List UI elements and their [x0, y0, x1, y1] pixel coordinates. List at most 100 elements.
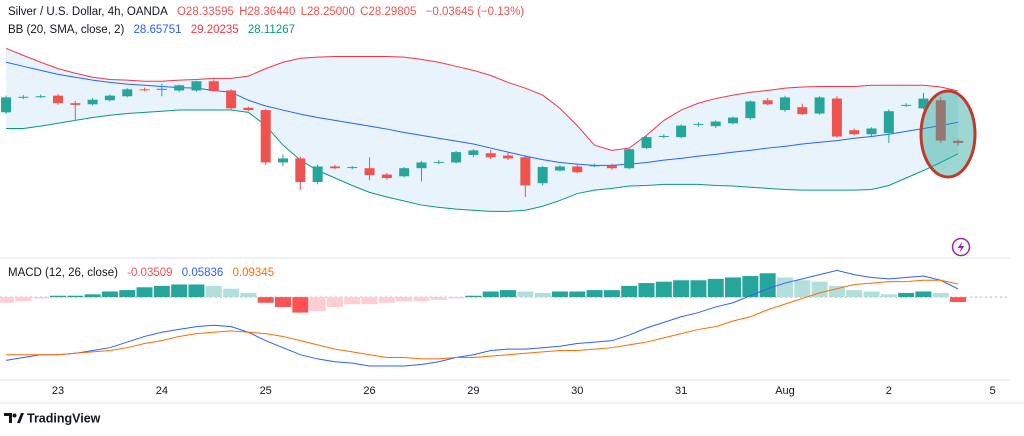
histogram-bar — [673, 280, 690, 298]
tradingview-logo[interactable]: TradingView — [4, 411, 101, 425]
histogram-bar — [84, 294, 101, 298]
icon-bolt[interactable] — [957, 241, 965, 253]
candle-body — [139, 89, 150, 91]
candle-body — [104, 95, 115, 101]
histogram-bar — [344, 297, 361, 305]
brand[interactable]: TradingView — [27, 411, 101, 425]
macd-line — [5, 269, 959, 367]
candle-body — [260, 110, 271, 163]
candle-body — [589, 165, 600, 167]
macd-value: 0.05836 — [181, 267, 224, 279]
histogram-bar — [586, 290, 603, 298]
x-tick-label: 5 — [990, 385, 996, 397]
histogram-bar — [378, 297, 395, 303]
candle-body — [35, 96, 46, 98]
candle-body — [278, 158, 289, 163]
x-tick-label: 30 — [571, 385, 583, 397]
candle-body — [347, 167, 358, 169]
histogram-bar — [742, 276, 759, 298]
candle-body — [122, 89, 133, 97]
macd-legend: MACD (12, 26, close) -0.03509 0.05836 0.… — [8, 267, 280, 279]
candle-body — [87, 99, 98, 105]
candle-body — [208, 81, 219, 92]
candle-body — [866, 128, 877, 135]
signal-line — [6, 279, 959, 360]
x-tick-label: Aug — [775, 385, 795, 397]
histogram-bar — [482, 291, 499, 298]
histogram-bar — [846, 290, 863, 298]
histogram-value: -0.03509 — [127, 267, 173, 279]
candle-body — [520, 157, 531, 186]
candle-body — [641, 137, 652, 149]
histogram-bar — [898, 292, 915, 298]
candle-body — [381, 174, 392, 178]
histogram-bar — [569, 291, 586, 298]
candle-body — [451, 152, 462, 163]
candle-body — [468, 150, 479, 155]
logo-dot[interactable] — [12, 413, 17, 418]
x-tick-label: 29 — [467, 385, 479, 397]
candle-body — [1, 97, 12, 113]
candle-body — [918, 98, 929, 109]
x-tick-label: 24 — [156, 385, 168, 397]
band-upper — [5, 47, 959, 151]
histogram-bar — [725, 277, 742, 298]
histogram-bar — [794, 280, 811, 298]
x-tick-label: 26 — [363, 385, 375, 397]
bb-lower-value: 28.11267 — [247, 24, 295, 36]
histogram-bar — [759, 273, 776, 298]
candle-body — [953, 140, 964, 143]
histogram-bar — [0, 297, 15, 303]
histogram-bar — [136, 287, 153, 298]
candle-body — [728, 117, 739, 124]
histogram-bar — [275, 297, 292, 307]
candle-body — [676, 125, 687, 138]
histogram-bar — [655, 281, 672, 298]
candle-body — [624, 149, 635, 169]
change: −0.03645 (−0.13%) — [425, 6, 525, 18]
candle-body — [779, 97, 790, 111]
histogram-bar — [465, 295, 482, 298]
candle-body — [762, 100, 773, 105]
candle-body — [537, 167, 548, 184]
histogram-bar — [205, 285, 222, 298]
candle-body — [329, 166, 340, 169]
histogram-bar — [326, 297, 343, 307]
band-middle — [5, 61, 959, 166]
candle-body — [606, 165, 617, 169]
candle-body — [70, 103, 81, 105]
bb-label: BB (20, SMA, close, 2) — [8, 24, 125, 36]
candle-body — [18, 96, 29, 98]
candle-body — [416, 162, 427, 169]
time-axis: 23 24 25 26 29 30 31 Aug 2 5 — [52, 385, 996, 397]
histogram-bar — [707, 278, 724, 298]
histogram-bar — [257, 297, 274, 303]
histogram-bar — [621, 285, 638, 298]
signal-value: 0.09345 — [232, 267, 275, 279]
symbol-title: Silver / U.S. Dollar, 4h, OANDA — [8, 6, 168, 18]
histogram-bar — [396, 297, 413, 302]
x-tick-label: 31 — [675, 385, 687, 397]
x-tick-label: 2 — [886, 385, 892, 397]
histogram-bar — [292, 297, 309, 313]
candle-body — [226, 90, 237, 109]
histogram-bar — [32, 297, 49, 299]
band-fill — [6, 48, 959, 212]
x-tick-label: 23 — [52, 385, 64, 397]
ohlc-high: H28.36440 — [239, 6, 296, 18]
lightning-icon[interactable] — [951, 237, 971, 257]
candle-body — [658, 135, 669, 137]
logo-mark[interactable] — [17, 413, 24, 423]
candle-body — [156, 88, 167, 90]
histogram-bar — [309, 297, 326, 312]
candle-body — [883, 111, 894, 134]
candle-body — [399, 168, 410, 177]
bb-middle-value: 28.65751 — [133, 24, 182, 36]
logo-mark[interactable] — [4, 413, 12, 423]
histogram-bar — [223, 288, 240, 298]
histogram-bar — [500, 290, 517, 298]
histogram-bar — [880, 294, 897, 298]
candle-body — [554, 166, 565, 171]
